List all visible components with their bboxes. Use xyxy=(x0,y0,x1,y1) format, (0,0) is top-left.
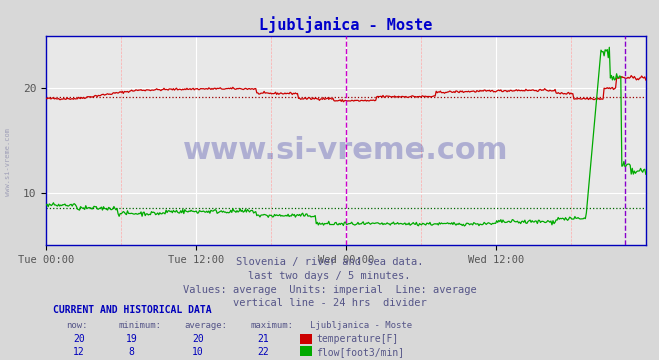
Text: Values: average  Units: imperial  Line: average: Values: average Units: imperial Line: av… xyxy=(183,285,476,295)
Text: now:: now: xyxy=(66,321,88,330)
Text: last two days / 5 minutes.: last two days / 5 minutes. xyxy=(248,271,411,281)
Text: vertical line - 24 hrs  divider: vertical line - 24 hrs divider xyxy=(233,298,426,309)
Title: Ljubljanica - Moste: Ljubljanica - Moste xyxy=(259,17,433,33)
Text: flow[foot3/min]: flow[foot3/min] xyxy=(316,347,405,357)
Text: minimum:: minimum: xyxy=(119,321,161,330)
Text: www.si-vreme.com: www.si-vreme.com xyxy=(5,128,11,196)
Text: Slovenia / river and sea data.: Slovenia / river and sea data. xyxy=(236,257,423,267)
Text: 22: 22 xyxy=(258,347,270,357)
Text: CURRENT AND HISTORICAL DATA: CURRENT AND HISTORICAL DATA xyxy=(53,305,212,315)
Text: 10: 10 xyxy=(192,347,204,357)
Text: 20: 20 xyxy=(73,334,85,344)
Text: average:: average: xyxy=(185,321,227,330)
Text: temperature[F]: temperature[F] xyxy=(316,334,399,344)
Text: 20: 20 xyxy=(192,334,204,344)
Text: 21: 21 xyxy=(258,334,270,344)
Text: Ljubljanica - Moste: Ljubljanica - Moste xyxy=(310,321,412,330)
Text: www.si-vreme.com: www.si-vreme.com xyxy=(183,136,509,165)
Text: 19: 19 xyxy=(126,334,138,344)
Text: maximum:: maximum: xyxy=(250,321,293,330)
Text: 12: 12 xyxy=(73,347,85,357)
Text: 8: 8 xyxy=(129,347,134,357)
